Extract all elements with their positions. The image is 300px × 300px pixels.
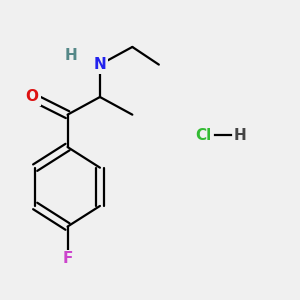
Text: F: F xyxy=(62,251,73,266)
Text: Cl: Cl xyxy=(195,128,211,143)
Text: N: N xyxy=(94,57,106,72)
Text: H: H xyxy=(233,128,246,143)
Text: O: O xyxy=(26,89,39,104)
Text: H: H xyxy=(64,48,77,63)
